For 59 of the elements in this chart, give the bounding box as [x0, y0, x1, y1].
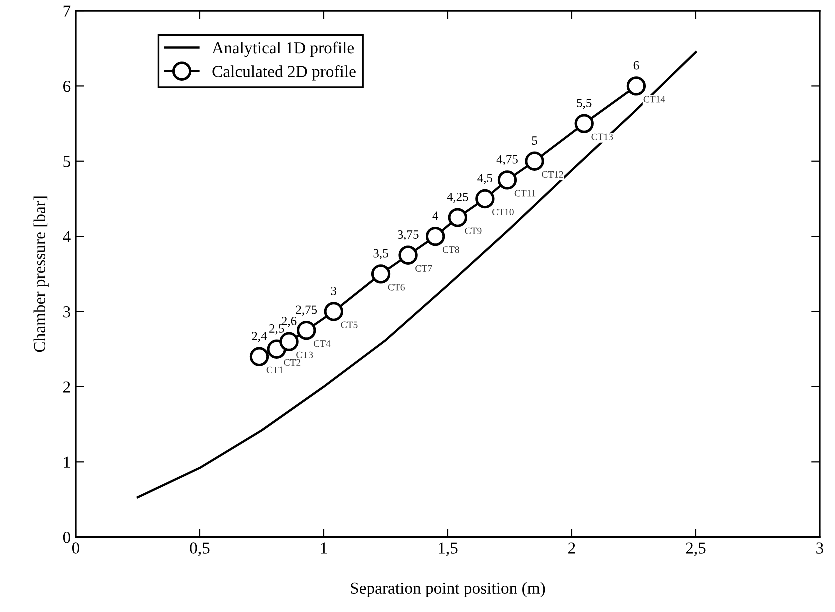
point: [574, 114, 594, 134]
y-tick-label: 0: [63, 532, 70, 544]
data-label: 2,4: [252, 332, 268, 342]
data-label: 4,25: [447, 192, 468, 204]
data-label: 5,5: [577, 99, 592, 110]
point: [297, 320, 316, 340]
point: [426, 227, 446, 246]
data-label: 2,6: [282, 317, 297, 328]
annotation: CT1: [266, 366, 284, 374]
annotation: CT10: [492, 208, 514, 216]
x-tick-label: 1: [321, 542, 328, 554]
x-tick-label: 0,5: [190, 542, 210, 556]
data-label: 3,5: [374, 249, 388, 260]
point: [371, 264, 391, 284]
data-label: 2,75: [296, 306, 318, 316]
point: [476, 189, 495, 209]
point: [498, 170, 518, 190]
y-tick-label: 3: [64, 306, 70, 318]
y-tick-label: 4: [63, 231, 71, 242]
annotation: CT14: [644, 96, 666, 103]
annotation: CT5: [341, 322, 358, 328]
annotation: CT6: [388, 284, 405, 291]
annotation: CT12: [542, 171, 564, 178]
annotation: CT8: [442, 246, 460, 254]
x-tick-label: 2: [568, 542, 576, 554]
x-tick-label: 3: [816, 542, 824, 554]
point: [448, 208, 468, 228]
y-tick-label: 2: [64, 382, 70, 393]
point: [398, 246, 418, 265]
point: [525, 152, 544, 171]
y-tick-label: 6: [64, 80, 71, 92]
data-label: 6: [634, 61, 640, 70]
data-label: 4,5: [478, 174, 492, 184]
x-axis-title: Separation point position (m): [351, 582, 546, 598]
data-label: 2,5: [270, 324, 284, 335]
data-label: 4,75: [496, 155, 518, 166]
legend-label: Calculated 2D profile: [212, 65, 356, 81]
point: [250, 347, 270, 366]
x-tick-label: 1,5: [439, 542, 458, 556]
legend-label: Analytical 1D profile: [212, 42, 354, 58]
y-tick-label: 5: [64, 156, 70, 168]
annotation: CT2: [284, 359, 301, 366]
point: [324, 302, 344, 322]
annotation: CT13: [592, 134, 614, 140]
annotation: CT9: [465, 228, 482, 234]
data-label: 3: [331, 286, 337, 296]
data-label: 4: [432, 212, 439, 220]
data-label: 5: [532, 136, 538, 145]
y-tick-label: 1: [64, 456, 70, 468]
x-tick-label: 2,5: [686, 542, 706, 556]
annotation: CT4: [314, 340, 331, 348]
annotation: CT3: [296, 352, 314, 358]
x-tick-label: 0: [72, 542, 80, 554]
y-axis-title: Chamber pressure [bar]: [34, 196, 49, 352]
annotation: CT11: [514, 190, 536, 197]
annotation: CT7: [416, 265, 432, 272]
data-label: 3,75: [398, 230, 419, 241]
y-tick-label: 7: [64, 6, 71, 17]
point: [626, 76, 646, 96]
